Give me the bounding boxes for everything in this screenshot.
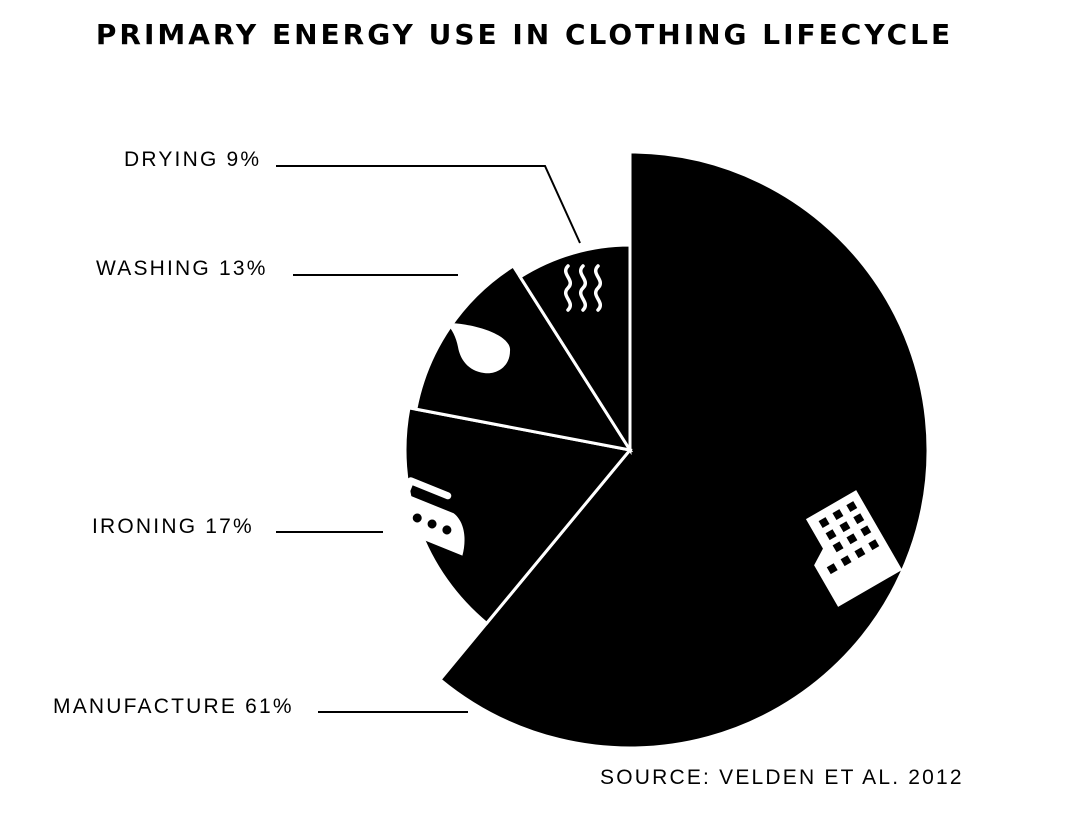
chart-title: PRIMARY ENERGY USE IN CLOTHING LIFECYCLE <box>95 18 954 51</box>
slice-label-washing: WASHING 13% <box>96 257 268 280</box>
slice-label-drying: DRYING 9% <box>124 148 261 171</box>
factory-icon <box>805 490 903 607</box>
pie-slice-drying <box>518 243 632 456</box>
steam-icon <box>564 264 602 312</box>
pie-slice-washing <box>414 263 634 453</box>
water-drop-icon <box>446 323 511 374</box>
slice-label-ironing: IRONING 17% <box>92 515 254 538</box>
pie-slice-manufacture <box>437 150 930 750</box>
chart-source: SOURCE: VELDEN ET AL. 2012 <box>600 766 964 789</box>
slice-label-manufacture: MANUFACTURE 61% <box>53 695 294 718</box>
leader-line-drying <box>276 165 581 244</box>
iron-icon <box>393 477 465 556</box>
